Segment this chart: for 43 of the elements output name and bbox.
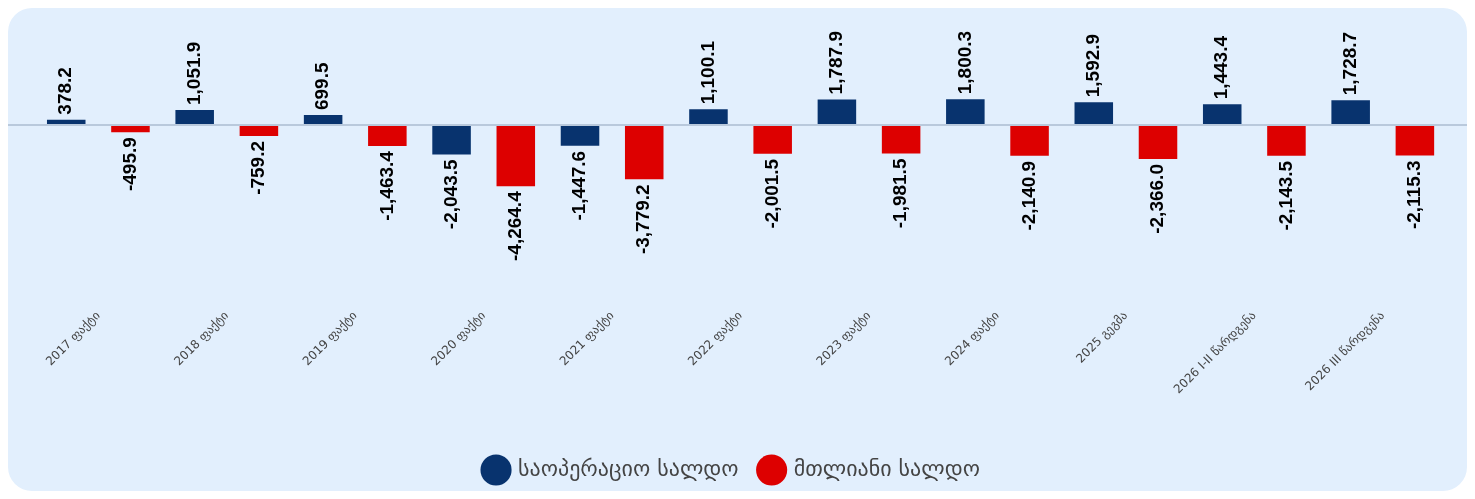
bar [1010,125,1049,156]
data-label: 1,787.9 [825,31,847,95]
bar [946,99,985,126]
bar [239,125,279,136]
bar [1202,104,1242,126]
bar [624,125,664,180]
bar [496,125,536,187]
data-label: -4,264.4 [504,190,526,262]
data-label: 378.2 [54,67,76,115]
data-label: 1,443.4 [1210,35,1232,100]
data-label: -1,981.5 [889,158,911,229]
data-label: -1,447.6 [568,150,590,221]
data-label: 1,728.7 [1338,31,1360,96]
bar [689,109,728,126]
data-label: -2,143.5 [1274,160,1296,231]
data-label: -2,366.0 [1146,164,1168,234]
data-label: -2,140.9 [1017,160,1039,231]
bar [1267,125,1306,156]
data-label: 1,051.9 [182,41,204,105]
legend-label: საოპერაციო სალდო [518,455,739,481]
bar [1395,125,1435,156]
bar [1331,100,1370,126]
data-label: 1,592.9 [1082,33,1104,98]
data-label: 1,800.3 [953,30,975,95]
bar [368,125,407,147]
bar [1138,125,1178,160]
legend-label: მთლიანი სალდო [793,455,980,481]
bar [881,125,921,154]
bar [1074,102,1114,126]
data-label: 699.5 [311,62,333,111]
data-label: -3,779.2 [632,184,654,255]
bar [560,125,600,146]
bar [817,99,857,126]
data-label: 1,100.1 [696,40,718,105]
data-label: -759.2 [247,140,269,195]
data-label: -2,043.5 [439,158,461,230]
data-label: -495.9 [118,137,140,192]
bar [432,125,471,155]
data-label: -2,001.5 [760,158,782,229]
bar [175,109,214,126]
bar [753,125,792,154]
data-label: -1,463.4 [375,150,397,221]
data-label: -2,115.3 [1403,160,1425,230]
